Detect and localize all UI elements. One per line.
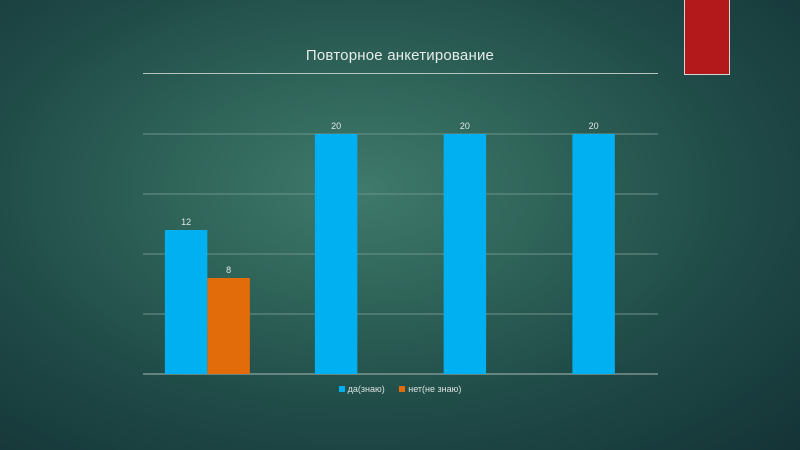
bar-yes-3: [443, 134, 487, 374]
legend-item-yes: да(знаю): [338, 384, 385, 394]
bar-yes-4: [572, 134, 615, 374]
chart-legend: да(знаю) нет(не знаю): [0, 384, 800, 394]
data-label: 12: [181, 217, 191, 227]
data-label: 8: [226, 265, 231, 275]
legend-label-yes: да(знаю): [347, 384, 385, 394]
legend-swatch-yes: [338, 386, 345, 392]
accent-block: [684, 0, 730, 75]
legend-swatch-no: [399, 386, 406, 392]
data-label: 20: [331, 121, 341, 131]
legend-label-no: нет(не знаю): [408, 384, 462, 394]
title-divider: [143, 73, 658, 74]
bar-yes-2: [314, 134, 358, 374]
legend-item-no: нет(не знаю): [399, 384, 461, 394]
chart-title: Повторное анкетирование: [305, 47, 495, 64]
bar-yes-1: [164, 230, 208, 374]
data-label: 20: [589, 121, 599, 131]
data-label: 20: [460, 121, 470, 131]
bar-no-1: [207, 278, 250, 374]
